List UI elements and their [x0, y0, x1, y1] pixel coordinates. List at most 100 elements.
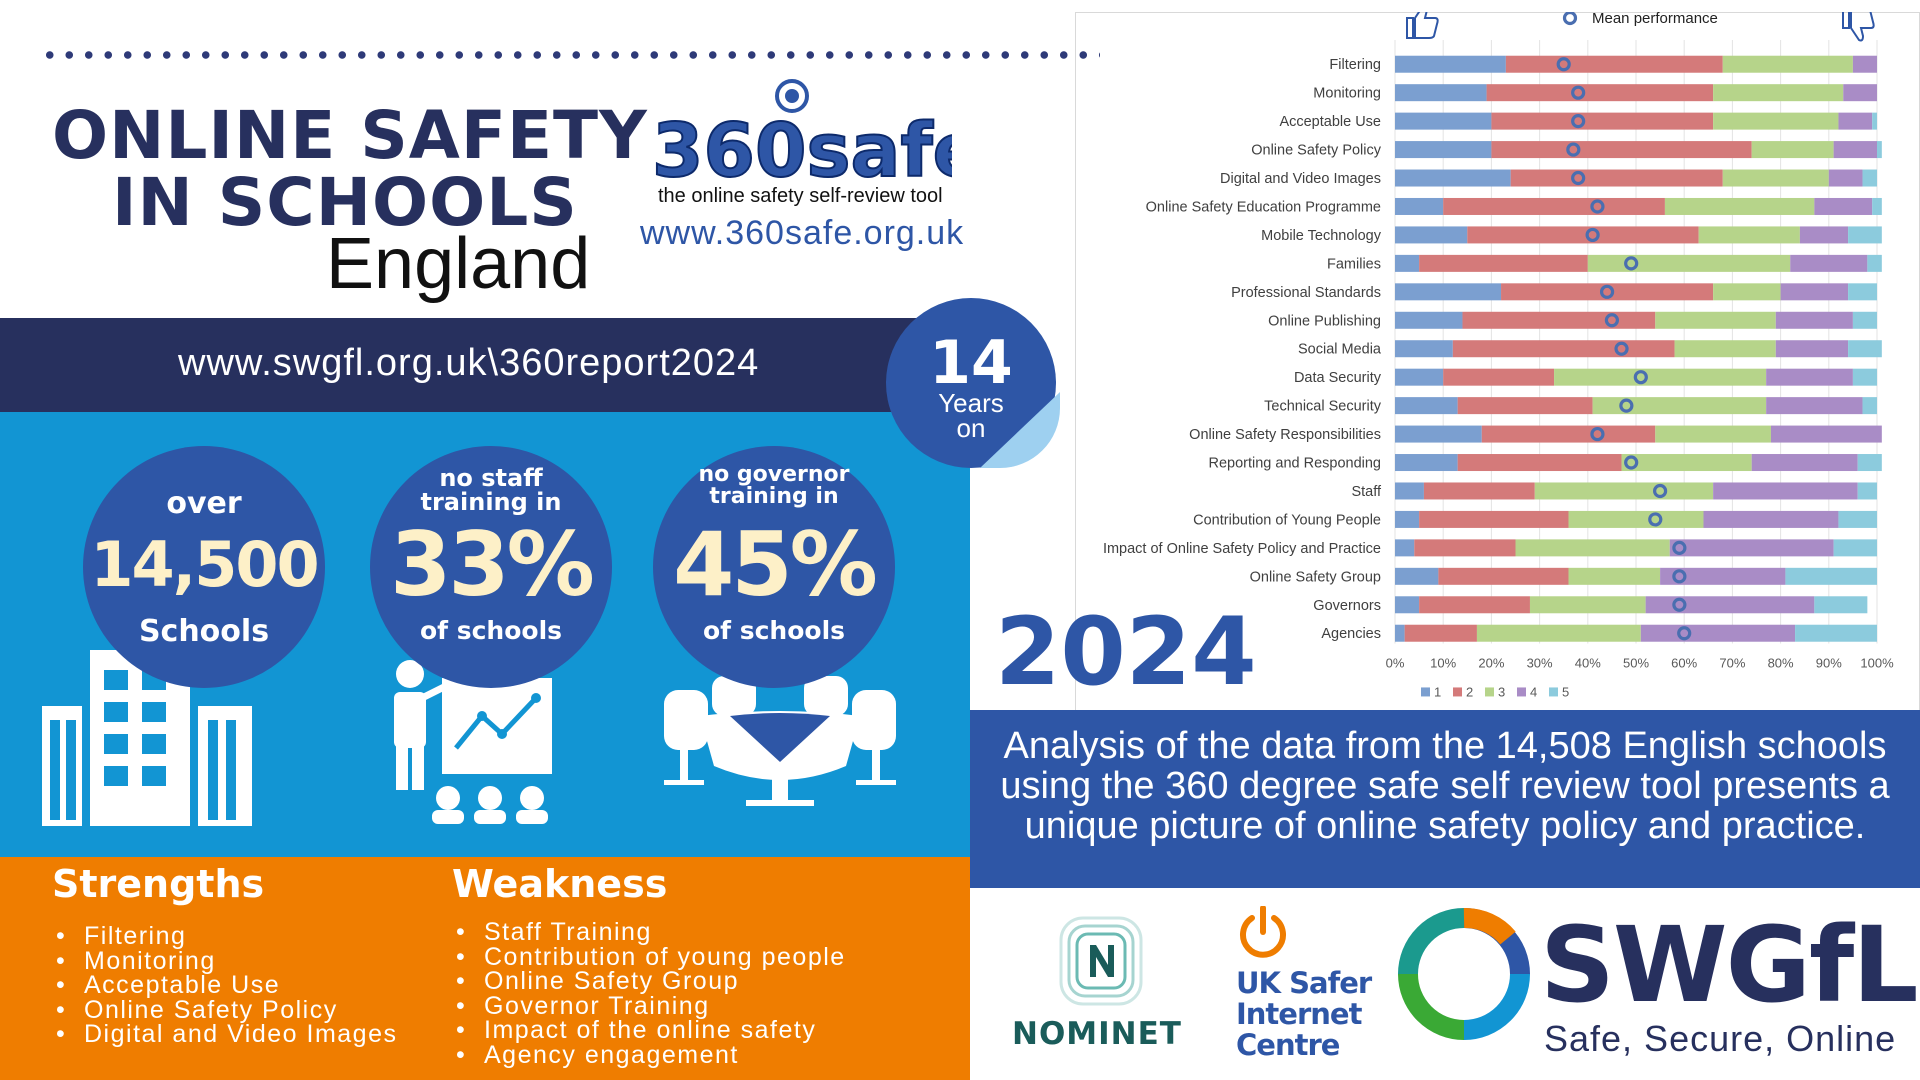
page-title-line1: ONLINE SAFETY — [52, 97, 648, 174]
list-item: Acceptable Use — [42, 973, 398, 998]
bar-segment — [1857, 482, 1877, 500]
stat-governor-top2: training in — [709, 484, 839, 509]
category-label: Acceptable Use — [1279, 114, 1381, 130]
bar-segment — [1395, 169, 1511, 187]
swgfl-logo-text: SWGfL — [1540, 904, 1918, 1026]
x-tick-label: 90% — [1816, 655, 1842, 670]
thumbs-down-icon — [1842, 7, 1875, 42]
presentation-icon — [386, 658, 566, 824]
bar-segment — [1833, 539, 1877, 557]
thumbs-up-icon — [1406, 4, 1439, 39]
bar-segment — [1814, 197, 1873, 215]
mean-marker — [1677, 626, 1692, 641]
bar-segment — [1419, 254, 1588, 272]
bar-segment — [1423, 482, 1535, 500]
bar-segment — [1780, 283, 1849, 301]
bar-segment — [1443, 368, 1555, 386]
mean-marker — [1672, 597, 1687, 612]
category-label: Professional Standards — [1231, 285, 1381, 301]
stat-staff-bottom: of schools — [419, 616, 563, 645]
legend-label: 5 — [1562, 684, 1569, 699]
weakness-list: Staff Training Contribution of young peo… — [442, 920, 846, 1068]
bar-segment — [1419, 596, 1530, 614]
bar-segment — [1766, 397, 1863, 415]
bar-segment — [1785, 567, 1877, 585]
site-360safe-link[interactable]: www.360safe.org.uk — [640, 214, 965, 252]
bar-segment — [1554, 368, 1767, 386]
years-badge-number: 14 — [929, 328, 1013, 398]
bar-segment — [1722, 169, 1829, 187]
bar-segment — [1852, 368, 1877, 386]
bar-segment — [1852, 311, 1877, 329]
stat-schools-value: 14,500 — [90, 528, 319, 601]
x-tick-label: 70% — [1719, 655, 1745, 670]
mean-legend-marker — [1562, 10, 1578, 26]
bar-segment — [1395, 454, 1458, 472]
bar-segment — [1867, 254, 1882, 272]
legend-label: 2 — [1466, 684, 1473, 699]
boardroom-icon — [660, 666, 900, 816]
bar-segment — [1395, 55, 1506, 73]
stat-governor-value: 45% — [673, 513, 878, 616]
x-tick-label: 60% — [1671, 655, 1697, 670]
swgfl-ring-icon — [1398, 908, 1530, 1040]
bar-segment — [1395, 226, 1468, 244]
bar-segment — [1395, 254, 1420, 272]
bar-segment — [1467, 226, 1699, 244]
strengths-list: Filtering Monitoring Acceptable Use Onli… — [42, 924, 398, 1047]
bar-segment — [1751, 454, 1858, 472]
bar-segment — [1872, 112, 1877, 130]
x-tick-label: 30% — [1527, 655, 1553, 670]
bar-segment — [1395, 482, 1424, 500]
list-item: Agency engagement — [442, 1043, 846, 1068]
stat-circle-schools — [83, 446, 325, 688]
report-year: 2024 — [995, 598, 1257, 707]
category-label: Online Publishing — [1268, 313, 1381, 329]
bar-segment — [1414, 539, 1516, 557]
bar-segment — [1655, 311, 1776, 329]
bar-segment — [1395, 397, 1458, 415]
swgfl-tagline: Safe, Secure, Online — [1544, 1018, 1897, 1059]
bar-segment — [1438, 567, 1569, 585]
bar-segment — [1857, 454, 1882, 472]
category-label: Online Safety Responsibilities — [1189, 427, 1381, 443]
bar-segment — [1395, 368, 1444, 386]
report-url-link[interactable]: www.swgfl.org.uk\360report2024 — [178, 342, 760, 384]
years-badge-label1: Years — [938, 388, 1004, 418]
bar-segment — [1395, 340, 1453, 358]
stat-circle-governor — [653, 446, 895, 688]
bar-segment — [1395, 141, 1492, 159]
bar-segment — [1486, 84, 1714, 102]
mean-marker — [1566, 142, 1581, 157]
bar-segment — [1404, 624, 1477, 642]
mean-marker — [1585, 227, 1600, 243]
bar-segment — [1848, 340, 1882, 358]
legend-label: 3 — [1498, 684, 1505, 699]
bar-segment — [1587, 254, 1791, 272]
bar-segment — [1395, 311, 1463, 329]
list-item: Filtering — [42, 924, 398, 949]
x-tick-label: 20% — [1478, 655, 1504, 670]
bar-segment — [1852, 55, 1877, 73]
bar-segment — [1395, 539, 1415, 557]
mean-marker — [1672, 540, 1687, 555]
mean-marker — [1633, 370, 1648, 385]
bar-segment — [1491, 141, 1752, 159]
x-tick-label: 100% — [1860, 655, 1894, 670]
mean-marker — [1590, 426, 1605, 442]
mean-marker — [1672, 569, 1687, 584]
bar-segment — [1660, 567, 1786, 585]
x-tick-label: 10% — [1430, 655, 1456, 670]
analysis-text: Analysis of the data from the 14,508 Eng… — [1000, 725, 1890, 847]
nominet-logo-mark — [1058, 915, 1144, 1007]
legend-swatch — [1453, 687, 1462, 697]
stat-staff-top2: training in — [420, 488, 562, 516]
stacked-bar-chart: 0% 10% 20% 30% 40% 50% 60% 70% 80% 90% 100% Filteri… — [1075, 4, 1920, 712]
category-label: Online Safety Education Programme — [1146, 199, 1381, 215]
bar-segment — [1481, 425, 1656, 443]
bar-segment — [1751, 141, 1834, 159]
bar-segment — [1722, 55, 1853, 73]
logo-360safe-brand: 360safe — [652, 108, 952, 194]
mean-marker — [1571, 170, 1586, 186]
bar-segment — [1838, 112, 1873, 130]
